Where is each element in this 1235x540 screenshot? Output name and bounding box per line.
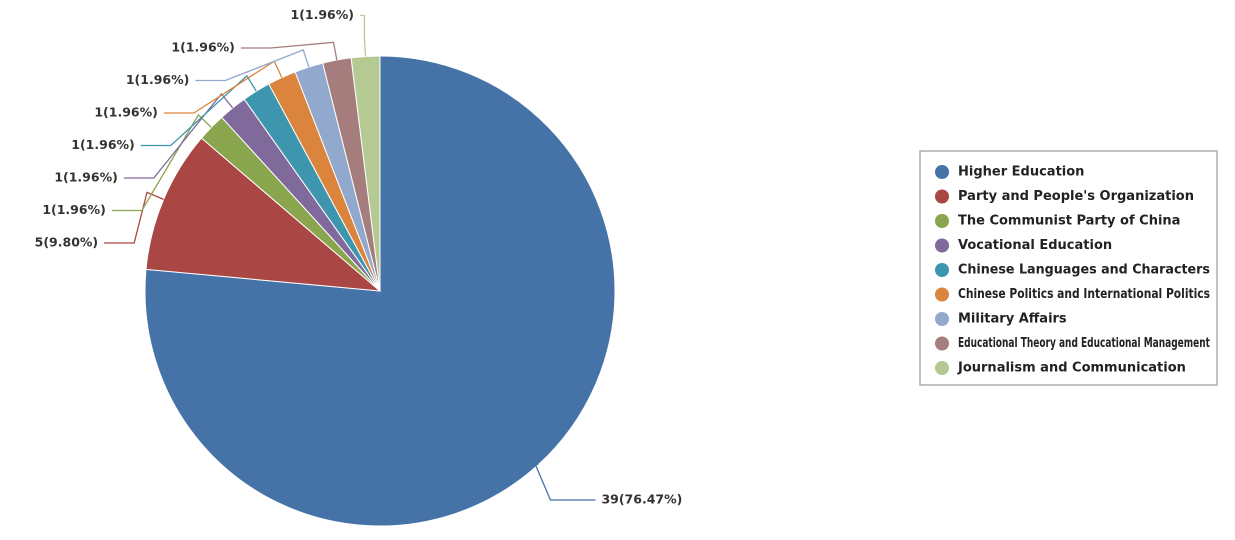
- leader-line: [360, 14, 367, 57]
- legend-marker: [935, 214, 949, 228]
- legend-marker: [935, 361, 949, 375]
- legend-marker: [935, 238, 949, 253]
- legend-marker: [935, 287, 949, 302]
- data-label: 1(1.96%): [54, 170, 118, 185]
- leader-line: [195, 49, 310, 82]
- leader-line: [104, 191, 164, 244]
- leader-line: [140, 74, 257, 147]
- data-label: 5(9.80%): [35, 235, 99, 250]
- data-label: 39(76.47%): [601, 492, 682, 507]
- data-label: 1(1.96%): [42, 202, 106, 217]
- legend-label: Party and People's Organization: [958, 189, 1194, 204]
- legend-label: The Communist Party of China: [958, 214, 1180, 229]
- legend-marker: [935, 165, 949, 179]
- leader-line: [111, 113, 212, 212]
- legend-label: Vocational Education: [958, 238, 1112, 253]
- leader-line: [240, 41, 338, 61]
- data-label: 1(1.96%): [291, 7, 355, 22]
- legend-box: [919, 150, 1218, 386]
- legend-marker: [935, 336, 949, 351]
- legend-label: Higher Education: [958, 165, 1084, 180]
- data-label: 1(1.96%): [94, 105, 158, 120]
- leader-line: [123, 92, 234, 179]
- data-label: 1(1.96%): [171, 40, 235, 55]
- data-label: 1(1.96%): [71, 137, 135, 152]
- data-label: 1(1.96%): [126, 72, 190, 87]
- leader-line: [529, 452, 596, 501]
- leader-line: [163, 60, 283, 114]
- legend-label: Military Affairs: [958, 312, 1067, 327]
- legend-marker: [935, 312, 949, 326]
- legend-marker: [935, 189, 949, 204]
- legend-label: Chinese Politics and International Polit…: [958, 287, 1210, 302]
- legend-marker: [935, 263, 949, 277]
- legend-label: Chinese Languages and Characters: [958, 263, 1210, 278]
- legend-label: Educational Theory and Educational Manag…: [958, 336, 1210, 351]
- legend-label: Journalism and Communication: [957, 361, 1186, 376]
